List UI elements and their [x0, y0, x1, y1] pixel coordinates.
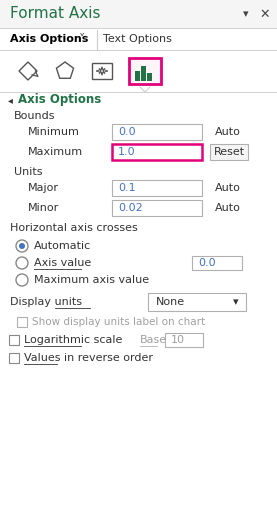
Text: None: None — [156, 297, 185, 307]
FancyBboxPatch shape — [112, 180, 202, 196]
Text: 0.02: 0.02 — [118, 203, 143, 213]
Text: Base: Base — [140, 335, 167, 345]
Text: Bounds: Bounds — [14, 111, 55, 121]
FancyBboxPatch shape — [0, 28, 277, 50]
Text: Auto: Auto — [215, 127, 241, 137]
Text: Reset: Reset — [214, 147, 245, 157]
Text: Auto: Auto — [215, 203, 241, 213]
Circle shape — [16, 257, 28, 269]
Text: Minimum: Minimum — [28, 127, 80, 137]
FancyBboxPatch shape — [112, 124, 202, 140]
Text: Maximum: Maximum — [28, 147, 83, 157]
Text: Auto: Auto — [215, 183, 241, 193]
Text: ▾: ▾ — [233, 297, 239, 307]
FancyBboxPatch shape — [147, 73, 152, 81]
Circle shape — [16, 240, 28, 252]
Text: Axis Options: Axis Options — [18, 93, 101, 106]
Text: 1.0: 1.0 — [118, 147, 136, 157]
Text: 10: 10 — [171, 335, 185, 345]
FancyBboxPatch shape — [148, 293, 246, 311]
Text: Show display units label on chart: Show display units label on chart — [32, 317, 205, 327]
Text: Display units: Display units — [10, 297, 82, 307]
FancyBboxPatch shape — [112, 200, 202, 216]
Text: Maximum axis value: Maximum axis value — [34, 275, 149, 285]
FancyBboxPatch shape — [9, 353, 19, 363]
Text: 0.0: 0.0 — [118, 127, 136, 137]
Text: Horizontal axis crosses: Horizontal axis crosses — [10, 223, 138, 233]
FancyBboxPatch shape — [165, 333, 203, 347]
Text: Axis Options: Axis Options — [10, 34, 88, 44]
FancyBboxPatch shape — [9, 335, 19, 345]
Text: ▾: ▾ — [243, 9, 249, 19]
Text: Major: Major — [28, 183, 59, 193]
Text: ◂: ◂ — [8, 95, 13, 105]
Text: ✕: ✕ — [260, 8, 270, 21]
FancyBboxPatch shape — [135, 71, 140, 81]
Text: Units: Units — [14, 167, 42, 177]
Text: ˅: ˅ — [79, 33, 85, 45]
Text: Minor: Minor — [28, 203, 59, 213]
Text: 0.0: 0.0 — [198, 258, 216, 268]
FancyBboxPatch shape — [0, 50, 277, 92]
Circle shape — [19, 243, 25, 249]
Text: Text Options: Text Options — [103, 34, 172, 44]
Text: Values in reverse order: Values in reverse order — [24, 353, 153, 363]
Text: 0.1: 0.1 — [118, 183, 136, 193]
FancyBboxPatch shape — [129, 58, 161, 84]
Text: Automatic: Automatic — [34, 241, 91, 251]
Text: Logarithmic scale: Logarithmic scale — [24, 335, 122, 345]
FancyBboxPatch shape — [112, 144, 202, 160]
FancyBboxPatch shape — [210, 144, 248, 160]
Text: Axis value: Axis value — [34, 258, 91, 268]
FancyBboxPatch shape — [17, 317, 27, 327]
FancyBboxPatch shape — [0, 0, 277, 28]
Circle shape — [16, 274, 28, 286]
FancyBboxPatch shape — [192, 256, 242, 270]
FancyBboxPatch shape — [141, 66, 146, 81]
Text: Format Axis: Format Axis — [10, 7, 101, 22]
